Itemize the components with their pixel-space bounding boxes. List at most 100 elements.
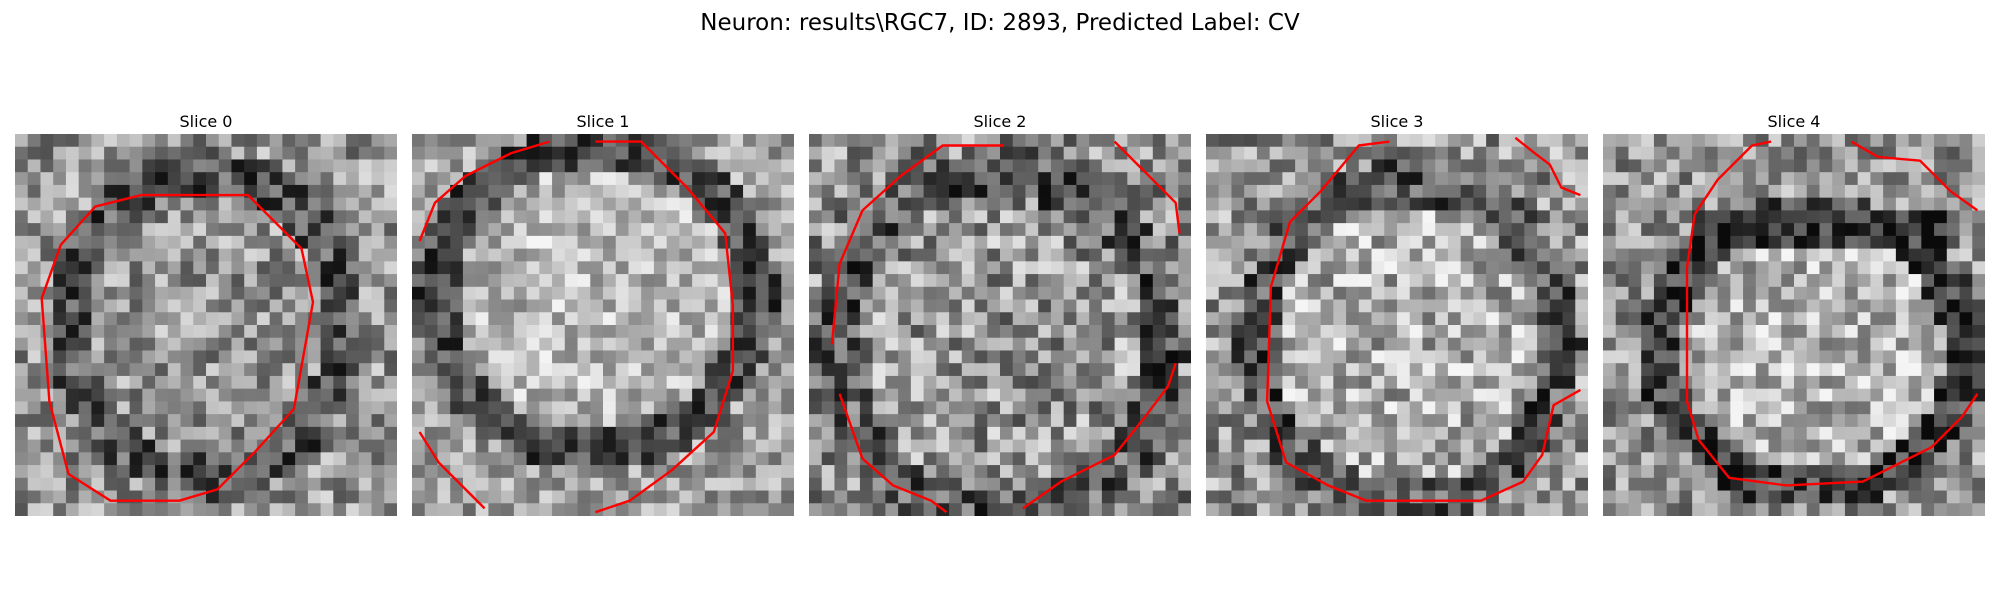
image-pixel: [333, 134, 347, 148]
slice-title: Slice 0: [179, 112, 233, 131]
image-pixel: [1435, 261, 1449, 275]
image-pixel: [1346, 286, 1360, 300]
image-pixel: [1282, 439, 1296, 453]
image-pixel: [475, 439, 489, 453]
image-pixel: [193, 363, 207, 377]
image-pixel: [142, 375, 156, 390]
image-pixel: [1231, 210, 1245, 224]
image-pixel: [1152, 375, 1166, 390]
image-pixel: [1895, 261, 1909, 275]
image-pixel: [1000, 184, 1014, 199]
image-pixel: [781, 261, 794, 275]
image-pixel: [1076, 210, 1090, 224]
image-pixel: [91, 401, 105, 415]
image-pixel: [615, 197, 629, 211]
image-pixel: [1218, 197, 1232, 211]
image-pixel: [885, 286, 899, 300]
image-pixel: [180, 146, 194, 160]
image-pixel: [180, 325, 194, 339]
image-pixel: [437, 172, 451, 186]
image-pixel: [1127, 375, 1141, 390]
image-pixel: [269, 223, 283, 237]
image-pixel: [1206, 426, 1220, 440]
image-pixel: [129, 235, 143, 249]
image-pixel: [437, 261, 451, 275]
image-pixel: [488, 401, 502, 415]
image-pixel: [1063, 503, 1077, 516]
image-pixel: [1921, 274, 1935, 288]
image-pixel: [424, 439, 438, 453]
image-pixel: [27, 439, 41, 453]
image-pixel: [206, 274, 220, 288]
image-pixel: [1921, 490, 1935, 504]
image-pixel: [1063, 325, 1077, 339]
image-pixel: [1295, 210, 1309, 224]
image-pixel: [424, 503, 438, 516]
image-pixel: [1628, 146, 1642, 160]
image-pixel: [1025, 312, 1039, 326]
figure-title: Neuron: results\RGC7, ID: 2893, Predicte…: [700, 10, 1300, 36]
image-pixel: [1178, 363, 1191, 377]
image-pixel: [1883, 210, 1897, 224]
image-pixel: [961, 375, 975, 390]
image-pixel: [1755, 350, 1769, 364]
image-pixel: [961, 274, 975, 288]
image-pixel: [1063, 477, 1077, 491]
image-pixel: [206, 223, 220, 237]
image-pixel: [346, 223, 360, 237]
image-pixel: [1755, 172, 1769, 186]
image-pixel: [231, 235, 245, 249]
image-pixel: [116, 134, 130, 148]
image-pixel: [717, 286, 731, 300]
image-pixel: [1358, 363, 1372, 377]
image-pixel: [898, 210, 912, 224]
image-pixel: [961, 146, 975, 160]
image-pixel: [885, 490, 899, 504]
image-pixel: [1295, 248, 1309, 262]
image-pixel: [91, 363, 105, 377]
image-pixel: [1231, 439, 1245, 453]
image-pixel: [1346, 248, 1360, 262]
image-pixel: [91, 350, 105, 364]
image-pixel: [167, 325, 181, 339]
image-pixel: [488, 210, 502, 224]
image-pixel: [834, 350, 848, 364]
image-pixel: [1371, 337, 1385, 351]
image-pixel: [129, 172, 143, 186]
image-pixel: [781, 210, 794, 224]
image-pixel: [1447, 248, 1462, 262]
image-pixel: [475, 286, 489, 300]
image-pixel: [412, 439, 426, 453]
image-pixel: [91, 439, 105, 453]
image-pixel: [193, 172, 207, 186]
image-pixel: [1537, 465, 1551, 479]
image-pixel: [539, 503, 553, 516]
image-pixel: [358, 248, 372, 262]
image-pixel: [974, 134, 988, 148]
image-pixel: [1870, 490, 1884, 504]
image-pixel: [834, 452, 848, 466]
image-pixel: [53, 401, 67, 415]
image-pixel: [1333, 197, 1347, 211]
image-pixel: [1346, 363, 1360, 377]
image-pixel: [1000, 503, 1014, 516]
image-pixel: [1934, 388, 1948, 402]
image-pixel: [1320, 223, 1334, 237]
image-pixel: [923, 248, 937, 262]
image-pixel: [1615, 325, 1629, 339]
image-pixel: [1704, 477, 1718, 491]
image-pixel: [859, 490, 874, 504]
image-pixel: [488, 134, 502, 148]
image-pixel: [1743, 172, 1757, 186]
image-pixel: [1806, 172, 1820, 186]
image-pixel: [384, 134, 397, 148]
image-pixel: [564, 439, 578, 453]
image-pixel: [1549, 248, 1563, 262]
image-pixel: [244, 159, 258, 173]
image-pixel: [1844, 350, 1859, 364]
image-pixel: [1819, 503, 1833, 516]
image-pixel: [1140, 197, 1154, 211]
image-pixel: [231, 477, 245, 491]
image-pixel: [717, 439, 731, 453]
image-pixel: [1615, 375, 1629, 390]
